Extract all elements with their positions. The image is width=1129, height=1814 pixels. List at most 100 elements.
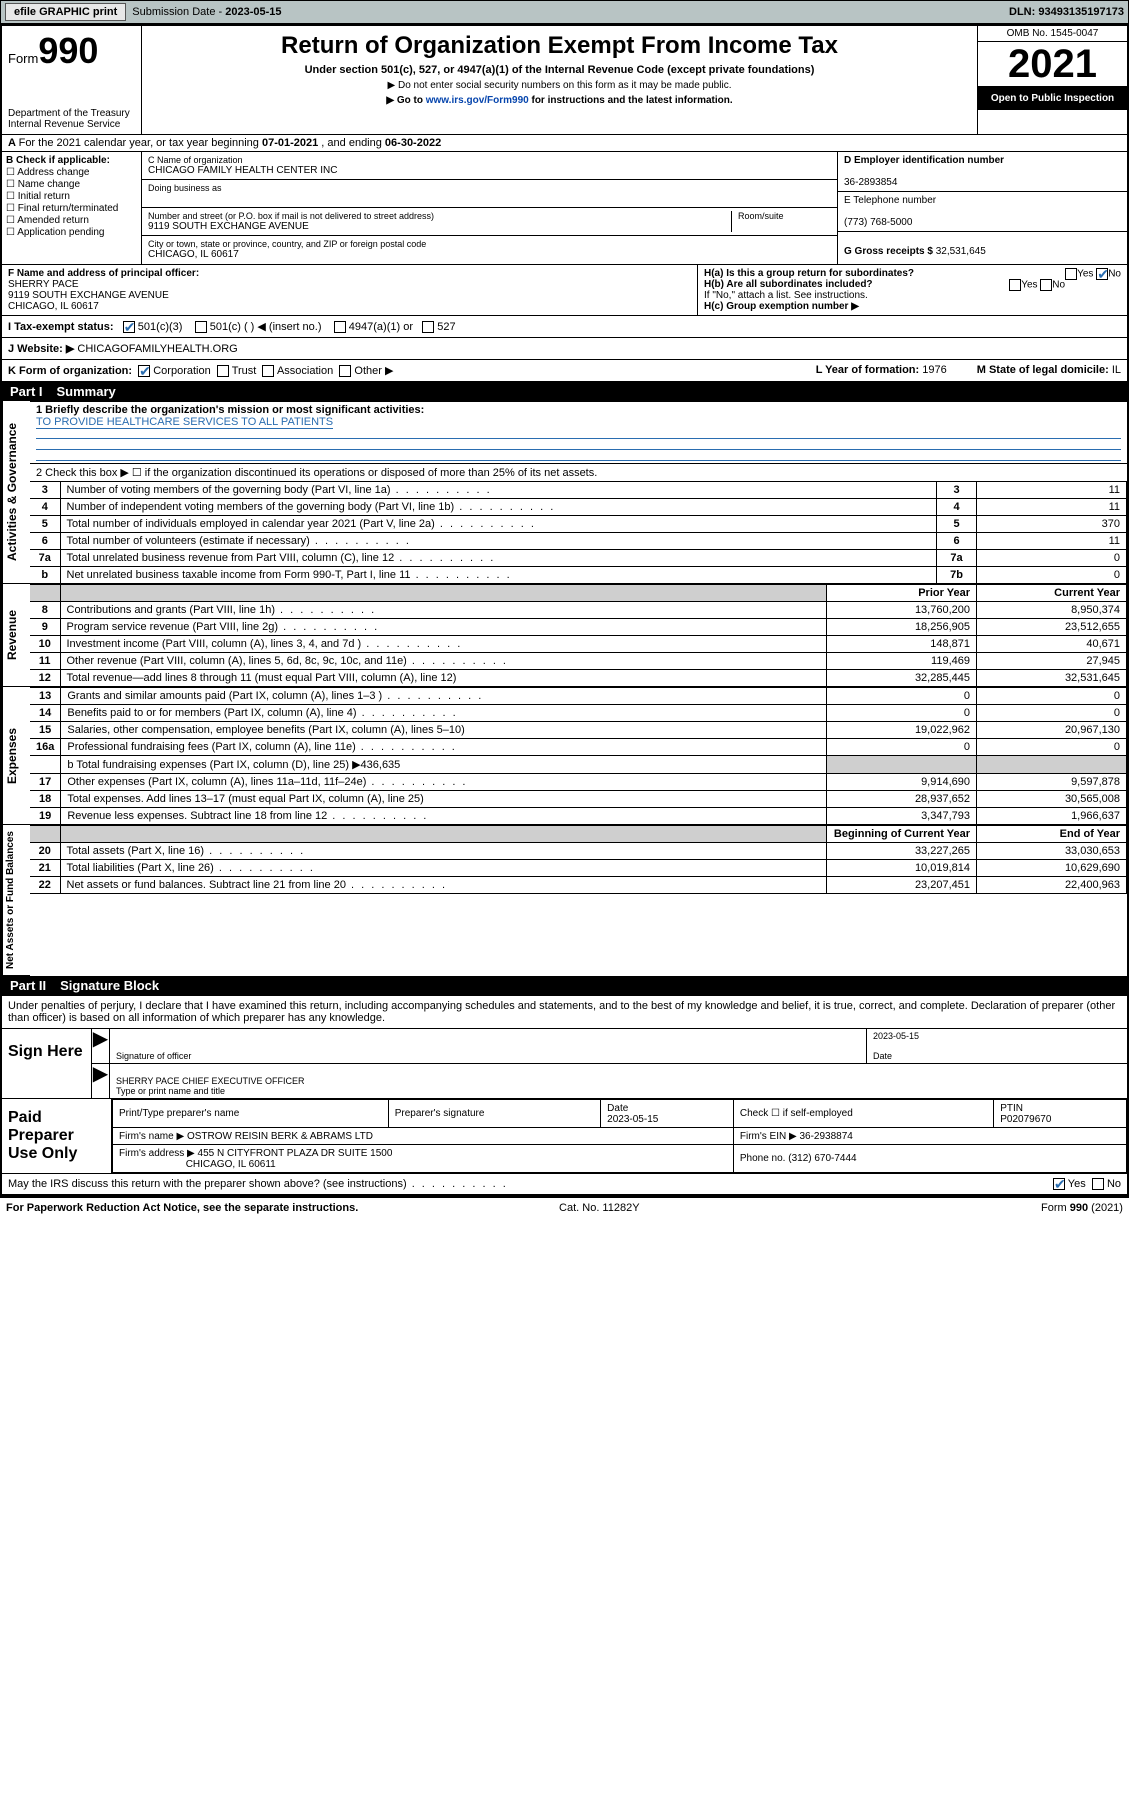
form-number: Form990 (8, 30, 135, 72)
chk-application-pending[interactable]: ☐ Application pending (6, 227, 137, 238)
telephone-value: (773) 768-5000 (844, 217, 912, 228)
col-c-org-info: C Name of organization CHICAGO FAMILY HE… (142, 152, 837, 264)
exp-row-18: 18Total expenses. Add lines 13–17 (must … (30, 791, 1127, 808)
ha-yes-checkbox[interactable] (1065, 268, 1077, 280)
chk-527[interactable] (422, 321, 434, 333)
chk-association[interactable] (262, 365, 274, 377)
form-note-1: ▶ Do not enter social security numbers o… (152, 80, 967, 91)
chk-name-change[interactable]: ☐ Name change (6, 179, 137, 190)
gross-receipts: 32,531,645 (936, 246, 986, 257)
governance-section: Activities & Governance 1 Briefly descri… (2, 401, 1127, 584)
arrow-icon: ▶ (92, 1064, 110, 1098)
hb-no-checkbox[interactable] (1040, 279, 1052, 291)
dept-treasury: Department of the Treasury Internal Reve… (8, 108, 135, 130)
city-cell: City or town, state or province, country… (142, 236, 837, 264)
exp-row-19: 19Revenue less expenses. Subtract line 1… (30, 808, 1127, 825)
prep-date-cell: Date2023-05-15 (601, 1100, 734, 1128)
paid-preparer-grid: Paid Preparer Use Only Print/Type prepar… (2, 1098, 1127, 1173)
form-note-2: ▶ Go to www.irs.gov/Form990 for instruct… (152, 95, 967, 106)
irs-link[interactable]: www.irs.gov/Form990 (426, 95, 529, 106)
room-suite-label: Room/suite (738, 211, 831, 221)
col-b-header: B Check if applicable: (6, 155, 110, 166)
firm-address-cell: Firm's address ▶ 455 N CITYFRONT PLAZA D… (113, 1145, 734, 1173)
gov-row-7a: 7aTotal unrelated business revenue from … (30, 550, 1127, 567)
cat-number: Cat. No. 11282Y (559, 1202, 640, 1214)
org-name: CHICAGO FAMILY HEALTH CENTER INC (148, 165, 831, 176)
sign-here-label: Sign Here (2, 1029, 92, 1098)
topbar: efile GRAPHIC print Submission Date - 20… (0, 0, 1129, 24)
exp-row-16a: 16aProfessional fundraising fees (Part I… (30, 739, 1127, 756)
chk-final-return[interactable]: ☐ Final return/terminated (6, 203, 137, 214)
gov-row-6: 6Total number of volunteers (estimate if… (30, 533, 1127, 550)
preparer-table: Print/Type preparer's name Preparer's si… (112, 1099, 1127, 1173)
city-state-zip: CHICAGO, IL 60617 (148, 249, 831, 260)
form-subtitle: Under section 501(c), 527, or 4947(a)(1)… (152, 64, 967, 76)
paid-preparer-label: Paid Preparer Use Only (2, 1099, 112, 1173)
prep-name-header: Print/Type preparer's name (113, 1100, 389, 1128)
chk-trust[interactable] (217, 365, 229, 377)
irs-discuss-no-checkbox[interactable] (1092, 1178, 1104, 1190)
exp-row-17: 17Other expenses (Part IX, column (A), l… (30, 774, 1127, 791)
firm-phone-cell: Phone no. (312) 670-7444 (733, 1145, 1126, 1173)
chk-initial-return[interactable]: ☐ Initial return (6, 191, 137, 202)
net-row-20: 20Total assets (Part X, line 16)33,227,2… (30, 843, 1127, 860)
rev-row-12: 12Total revenue—add lines 8 through 11 (… (30, 670, 1127, 687)
net-assets-table: Beginning of Current YearEnd of Year 20T… (30, 825, 1127, 894)
rev-row-11: 11Other revenue (Part VIII, column (A), … (30, 653, 1127, 670)
exp-row-14: 14Benefits paid to or for members (Part … (30, 705, 1127, 722)
form-container: Form990 Department of the Treasury Inter… (0, 24, 1129, 1197)
revenue-table: Prior YearCurrent Year 8Contributions an… (30, 584, 1127, 687)
chk-amended-return[interactable]: ☐ Amended return (6, 215, 137, 226)
header-left: Form990 Department of the Treasury Inter… (2, 26, 142, 134)
street-address: 9119 SOUTH EXCHANGE AVENUE (148, 221, 731, 232)
tax-year: 2021 (978, 42, 1127, 87)
ha-no-checkbox[interactable] (1096, 268, 1108, 280)
expenses-section: Expenses 13Grants and similar amounts pa… (2, 687, 1127, 825)
col-b-checkboxes: B Check if applicable: ☐ Address change … (2, 152, 142, 264)
hb-yes-checkbox[interactable] (1009, 279, 1021, 291)
expenses-side-label: Expenses (2, 687, 30, 825)
state-domicile: M State of legal domicile: IL (977, 364, 1121, 377)
net-assets-side-label: Net Assets or Fund Balances (2, 825, 30, 976)
dln: DLN: 93493135197173 (1009, 6, 1124, 18)
prior-year-header: Prior Year (827, 585, 977, 602)
row-fh: F Name and address of principal officer:… (2, 264, 1127, 316)
sign-here-grid: Sign Here ▶ Signature of officer 2023-05… (2, 1028, 1127, 1098)
org-name-cell: C Name of organization CHICAGO FAMILY HE… (142, 152, 837, 180)
signature-date-cell: 2023-05-15Date (867, 1029, 1127, 1063)
beginning-year-header: Beginning of Current Year (827, 826, 977, 843)
website-value: CHICAGOFAMILYHEALTH.ORG (77, 343, 237, 355)
net-row-22: 22Net assets or fund balances. Subtract … (30, 877, 1127, 894)
chk-501c[interactable] (195, 321, 207, 333)
signature-block: Under penalties of perjury, I declare th… (2, 995, 1127, 1195)
efile-print-button[interactable]: efile GRAPHIC print (5, 3, 126, 21)
open-inspection: Open to Public Inspection (978, 87, 1127, 110)
page-footer: For Paperwork Reduction Act Notice, see … (0, 1197, 1129, 1218)
mission-text: TO PROVIDE HEALTHCARE SERVICES TO ALL PA… (36, 416, 333, 429)
gov-row-3: 3Number of voting members of the governi… (30, 482, 1127, 499)
omb-number: OMB No. 1545-0047 (978, 26, 1127, 42)
gross-receipts-cell: G Gross receipts $ 32,531,645 (838, 232, 1127, 264)
gov-row-5: 5Total number of individuals employed in… (30, 516, 1127, 533)
paperwork-notice: For Paperwork Reduction Act Notice, see … (6, 1202, 358, 1214)
chk-4947[interactable] (334, 321, 346, 333)
year-formation: L Year of formation: 1976 (816, 364, 947, 377)
exp-row-16b: b Total fundraising expenses (Part IX, c… (30, 756, 1127, 774)
gov-row-4: 4Number of independent voting members of… (30, 499, 1127, 516)
expenses-table: 13Grants and similar amounts paid (Part … (30, 687, 1127, 825)
chk-501c3[interactable] (123, 321, 135, 333)
perjury-declaration: Under penalties of perjury, I declare th… (2, 996, 1127, 1028)
submission-date-label: Submission Date - 2023-05-15 (132, 6, 281, 18)
irs-discuss-yes-checkbox[interactable] (1053, 1178, 1065, 1190)
principal-officer: F Name and address of principal officer:… (2, 265, 697, 315)
row-a-tax-year: A For the 2021 calendar year, or tax yea… (2, 135, 1127, 152)
chk-other[interactable] (339, 365, 351, 377)
rev-row-9: 9Program service revenue (Part VIII, lin… (30, 619, 1127, 636)
firm-name-cell: Firm's name ▶ OSTROW REISIN BERK & ABRAM… (113, 1128, 734, 1145)
dba-cell: Doing business as (142, 180, 837, 208)
rev-row-10: 10Investment income (Part VIII, column (… (30, 636, 1127, 653)
line-1-mission: 1 Briefly describe the organization's mi… (30, 402, 1127, 464)
governance-side-label: Activities & Governance (2, 401, 30, 584)
chk-address-change[interactable]: ☐ Address change (6, 167, 137, 178)
chk-corporation[interactable] (138, 365, 150, 377)
